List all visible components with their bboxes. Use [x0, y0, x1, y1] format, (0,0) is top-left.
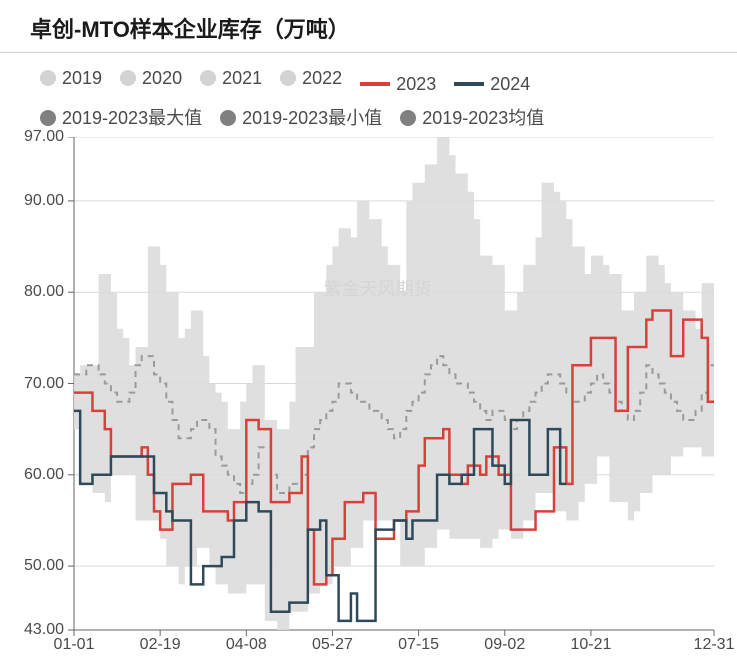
legend-item: 2022: [280, 61, 342, 95]
legend-dot-icon: [400, 110, 416, 126]
legend-label: 2022: [302, 61, 342, 95]
chart-svg: [0, 137, 734, 640]
legend-item: 2021: [200, 61, 262, 95]
x-tick-label: 01-01: [54, 636, 95, 654]
legend-line-icon: [360, 82, 390, 86]
legend-item: 2019-2023最大值: [40, 101, 202, 135]
x-tick-label: 12-31: [694, 636, 735, 654]
legend-dot-icon: [220, 110, 236, 126]
legend-item: 2024: [454, 67, 530, 101]
legend-item: 2023: [360, 67, 436, 101]
legend-item: 2019-2023均值: [400, 101, 544, 135]
legend-label: 2023: [396, 67, 436, 101]
chart-title: 卓创-MTO样本企业库存（万吨）: [0, 0, 737, 53]
x-tick-label: 07-15: [398, 636, 439, 654]
x-tick-label: 02-19: [140, 636, 181, 654]
legend-line-icon: [454, 82, 484, 86]
chart-plot-area: 43.0050.0060.0070.0080.0090.0097.00 紫金天风…: [0, 137, 737, 665]
legend-label: 2019: [62, 61, 102, 95]
legend-item: 2019-2023最小值: [220, 101, 382, 135]
chart-legend: 2019 2020 2021 2022 2023 2024 2019-2023最大值 2019…: [0, 53, 737, 137]
legend-item: 2020: [120, 61, 182, 95]
legend-item: 2019: [40, 61, 102, 95]
legend-label: 2019-2023最大值: [62, 101, 202, 135]
legend-dot-icon: [40, 70, 56, 86]
legend-label: 2019-2023最小值: [242, 101, 382, 135]
x-tick-label: 05-27: [312, 636, 353, 654]
legend-label: 2020: [142, 61, 182, 95]
x-tick-label: 09-02: [484, 636, 525, 654]
legend-dot-icon: [280, 70, 296, 86]
chart-container: 卓创-MTO样本企业库存（万吨） 2019 2020 2021 2022 2023 202…: [0, 0, 737, 665]
x-tick-label: 04-08: [226, 636, 267, 654]
legend-label: 2021: [222, 61, 262, 95]
legend-dot-icon: [40, 110, 56, 126]
x-tick-label: 10-21: [570, 636, 611, 654]
title-text: 卓创-MTO样本企业库存（万吨）: [30, 17, 350, 42]
x-axis-labels: 01-01 02-19 04-08 05-27 07-15 09-02 10-21 12-31: [0, 636, 737, 664]
legend-dot-icon: [120, 70, 136, 86]
legend-label: 2024: [490, 67, 530, 101]
legend-dot-icon: [200, 70, 216, 86]
legend-label: 2019-2023均值: [422, 101, 544, 135]
